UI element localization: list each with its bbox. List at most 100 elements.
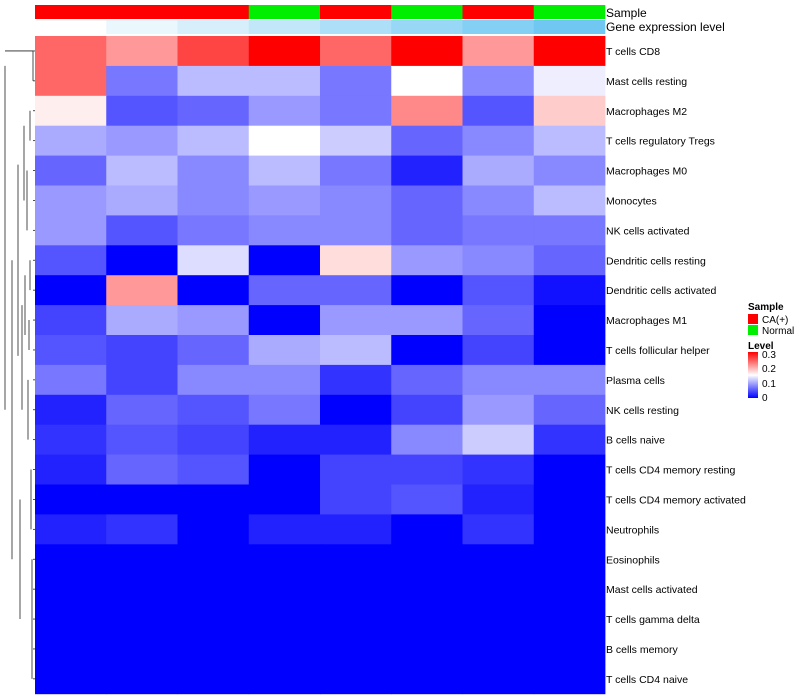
- heatmap-cell: [106, 574, 178, 605]
- heatmap-cell: [248, 604, 321, 635]
- heatmap-cell: [462, 574, 535, 605]
- heatmap-cell: [533, 185, 606, 216]
- heatmap-cell: [248, 544, 321, 575]
- heatmap-cell: [462, 634, 535, 665]
- row-label: T cells CD4 memory activated: [606, 494, 746, 506]
- heatmap-cell: [248, 65, 321, 97]
- heatmap-cell: [391, 364, 463, 396]
- heatmap-cell: [320, 155, 392, 186]
- heatmap-cell: [462, 95, 535, 127]
- sample-track-cell: [462, 5, 535, 19]
- gene-expression-track-cell: [391, 20, 463, 34]
- row-label: T cells follicular helper: [606, 345, 710, 357]
- heatmap-cell: [320, 95, 392, 127]
- heatmap-cell: [35, 125, 107, 156]
- row-label: Macrophages M0: [606, 166, 687, 178]
- heatmap-cell: [177, 484, 250, 515]
- heatmap-cell: [35, 95, 107, 127]
- heatmap-cell: [462, 335, 535, 366]
- heatmap-cell: [320, 305, 392, 336]
- gene-expression-track-cell: [462, 20, 535, 34]
- row-label: Dendritic cells resting: [606, 255, 706, 267]
- heatmap-cell: [533, 65, 606, 97]
- row-label: T cells CD4 naive: [606, 674, 688, 686]
- heatmap-cell: [177, 185, 250, 216]
- heatmap-cell: [35, 663, 107, 695]
- heatmap-cell: [391, 215, 463, 246]
- gene-expression-track-cell: [177, 20, 250, 34]
- heatmap-cell: [462, 36, 535, 67]
- legend-tick-0.3: 0.3: [762, 350, 776, 361]
- heatmap-cell: [106, 125, 178, 156]
- heatmap-cell: [462, 215, 535, 246]
- heatmap-cell: [106, 454, 178, 485]
- heatmap-cell: [35, 454, 107, 485]
- heatmap-cell: [533, 484, 606, 515]
- legend-level-title: Level: [748, 341, 774, 352]
- heatmap-cell: [320, 454, 392, 485]
- heatmap-cell: [248, 634, 321, 665]
- heatmap-cell: [35, 335, 107, 366]
- heatmap-cell: [462, 65, 535, 97]
- heatmap-cell: [391, 634, 463, 665]
- heatmap-cell: [462, 514, 535, 545]
- heatmap-cell: [533, 634, 606, 665]
- heatmap-cell: [533, 394, 606, 426]
- heatmap-cell: [177, 364, 250, 396]
- row-label: B cells naive: [606, 435, 665, 447]
- heatmap-cell: [106, 185, 178, 216]
- heatmap-cell: [391, 155, 463, 186]
- heatmap-cell: [177, 454, 250, 485]
- heatmap-cell: [320, 185, 392, 216]
- heatmap-cell: [106, 215, 178, 246]
- legend-tick-0: 0: [762, 393, 768, 404]
- heatmap-cell: [177, 36, 250, 67]
- heatmap-cell: [391, 245, 463, 276]
- heatmap-cell: [177, 634, 250, 665]
- legend-tick-0.2: 0.2: [762, 364, 776, 375]
- heatmap-cell: [391, 125, 463, 156]
- heatmap-cell: [391, 305, 463, 336]
- heatmap-cell: [35, 305, 107, 336]
- heatmap-cell: [248, 215, 321, 246]
- gene-expression-track-cell: [533, 20, 606, 34]
- row-labels: T cells CD8 Mast cells resting Macrophages…: [606, 46, 746, 686]
- legend: Sample CA(+) Normal Level 0.3 0.2 0.1 0: [748, 302, 794, 404]
- heatmap-cell: [320, 275, 392, 306]
- legend-sample-title: Sample: [748, 302, 784, 313]
- heatmap-cell: [35, 604, 107, 635]
- row-label: NK cells resting: [606, 405, 679, 417]
- sample-track-cell: [35, 5, 107, 19]
- row-dendrogram: [4, 50, 35, 680]
- heatmap-cell: [177, 335, 250, 366]
- heatmap-cell: [533, 335, 606, 366]
- heatmap-cell: [320, 424, 392, 455]
- heatmap-cell: [391, 544, 463, 575]
- heatmap-cell: [320, 604, 392, 635]
- heatmap-cell: [391, 335, 463, 366]
- heatmap-cell: [320, 36, 392, 67]
- heatmap-cell: [391, 65, 463, 97]
- heatmap-cell: [177, 574, 250, 605]
- row-label: Dendritic cells activated: [606, 285, 716, 297]
- row-label: Macrophages M2: [606, 106, 687, 118]
- sample-track-cell: [177, 5, 250, 19]
- heatmap-cell: [177, 604, 250, 635]
- legend-ca-label: CA(+): [762, 315, 788, 326]
- heatmap-cell: [177, 275, 250, 306]
- heatmap-cell: [177, 305, 250, 336]
- heatmap-cell: [320, 574, 392, 605]
- heatmap-cell: [533, 364, 606, 396]
- heatmap-cell: [35, 514, 107, 545]
- row-label: Mast cells activated: [606, 584, 698, 596]
- heatmap-cell: [106, 95, 178, 127]
- heatmap-cell: [248, 245, 321, 276]
- heatmap-cell: [248, 335, 321, 366]
- gene-expression-track-label: Gene expression level: [606, 20, 725, 34]
- heatmap-cell: [462, 604, 535, 635]
- heatmap-cell: [106, 65, 178, 97]
- gene-expression-track-cell: [106, 20, 178, 34]
- heatmap-cell: [320, 364, 392, 396]
- heatmap-cell: [177, 155, 250, 186]
- heatmap-cell: [533, 514, 606, 545]
